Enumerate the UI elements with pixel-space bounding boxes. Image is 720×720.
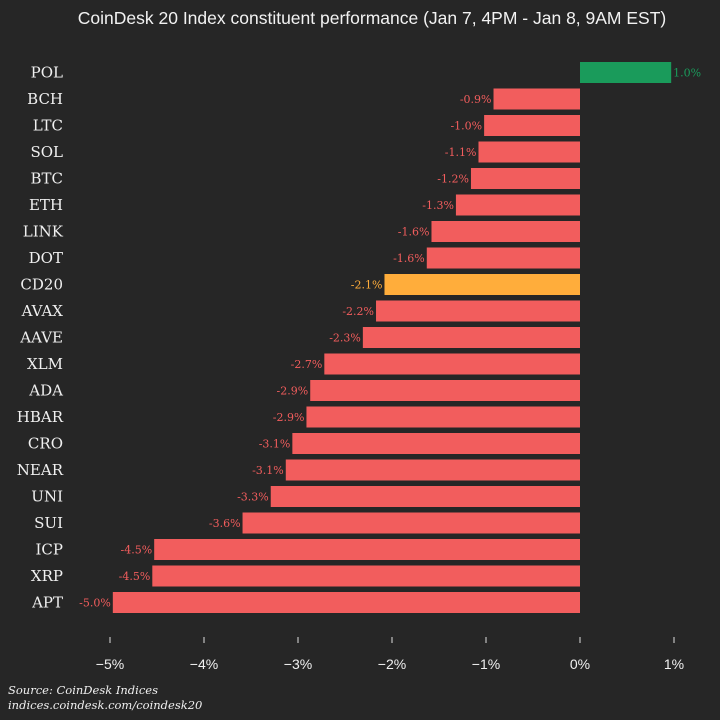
x-axis: −5% −4% −3% −2% −1% 0% 1% xyxy=(96,637,684,672)
bar-sui xyxy=(242,512,581,534)
value-label: -2.2% xyxy=(342,305,374,318)
value-label: -4.5% xyxy=(119,570,151,583)
bar-dot xyxy=(426,247,580,269)
category-label: CRO xyxy=(28,435,63,453)
value-label: -5.0% xyxy=(79,597,111,610)
source-line: Source: CoinDesk Indices xyxy=(8,683,158,697)
bars-layer xyxy=(112,62,672,613)
value-label: -3.6% xyxy=(209,517,241,530)
source-url: indices.coindesk.com/coindesk20 xyxy=(8,698,203,712)
bar-bch xyxy=(493,88,580,110)
category-label: POL xyxy=(31,64,63,82)
value-label: -1.2% xyxy=(437,173,469,186)
value-label: -1.3% xyxy=(422,199,454,212)
category-label: SUI xyxy=(34,514,63,532)
bar-sol xyxy=(478,141,580,163)
x-tick-label: −1% xyxy=(472,656,500,672)
category-label: ETH xyxy=(29,196,63,214)
x-tick-label: 1% xyxy=(664,656,684,672)
value-label: -1.0% xyxy=(450,120,482,133)
chart-title: CoinDesk 20 Index constituent performanc… xyxy=(77,8,667,28)
category-label: NEAR xyxy=(17,461,64,479)
bar-xlm xyxy=(324,353,580,375)
category-label: UNI xyxy=(31,488,63,506)
category-label: DOT xyxy=(29,249,63,267)
category-labels: POL BCH LTC SOL BTC ETH LINK DOT CD20 AVAX AAVE XLM… xyxy=(17,64,64,612)
bar-pol xyxy=(580,62,672,83)
category-label: ICP xyxy=(36,541,64,559)
value-label: -1.1% xyxy=(445,146,477,159)
value-label: -2.1% xyxy=(351,279,383,292)
bar-ltc xyxy=(484,115,580,136)
bar-ada xyxy=(310,380,580,401)
bar-avax xyxy=(376,300,580,322)
category-label: APT xyxy=(31,594,63,612)
category-label: AVAX xyxy=(21,302,64,320)
bar-eth xyxy=(455,194,580,216)
value-label: -3.3% xyxy=(237,491,269,504)
value-label: -1.6% xyxy=(393,252,425,265)
bar-uni xyxy=(270,486,580,507)
category-label: LINK xyxy=(23,223,64,241)
category-label: AAVE xyxy=(19,329,63,347)
category-label: BTC xyxy=(30,170,63,188)
category-label: BCH xyxy=(27,90,63,108)
category-label: HBAR xyxy=(17,408,64,426)
value-label: -2.9% xyxy=(273,411,305,424)
value-label: -3.1% xyxy=(259,438,291,451)
x-tick-label: −5% xyxy=(96,656,124,672)
x-tick-label: −2% xyxy=(378,656,406,672)
bar-near xyxy=(285,459,580,481)
bar-apt xyxy=(112,592,580,613)
category-label: XRP xyxy=(31,567,63,585)
bar-link xyxy=(431,221,580,242)
bar-aave xyxy=(362,327,580,348)
category-label: SOL xyxy=(30,143,63,161)
value-label: -2.3% xyxy=(329,332,361,345)
bar-icp xyxy=(154,539,580,560)
source-note: Source: CoinDesk Indices indices.coindes… xyxy=(8,683,202,713)
value-labels: 1.0% -0.9% -1.0% -1.1% -1.2% -1.3% -1.6% -1.6% -… xyxy=(79,67,701,610)
bar-cro xyxy=(292,433,580,454)
category-label: XLM xyxy=(27,355,63,373)
bar-cd20 xyxy=(384,274,580,295)
value-label: -3.1% xyxy=(252,464,284,477)
category-label: CD20 xyxy=(20,276,63,294)
value-label: 1.0% xyxy=(673,67,701,80)
bar-btc xyxy=(470,168,580,189)
value-label: -1.6% xyxy=(398,226,430,239)
x-tick-label: −4% xyxy=(190,656,218,672)
bar-xrp xyxy=(152,565,581,587)
value-label: -2.7% xyxy=(291,358,323,371)
value-label: -4.5% xyxy=(121,544,153,557)
category-label: ADA xyxy=(28,382,63,400)
x-tick-label: 0% xyxy=(570,656,590,672)
bar-hbar xyxy=(306,406,580,428)
category-label: LTC xyxy=(33,117,63,135)
x-tick-label: −3% xyxy=(284,656,312,672)
value-label: -0.9% xyxy=(460,93,492,106)
value-label: -2.9% xyxy=(277,385,309,398)
